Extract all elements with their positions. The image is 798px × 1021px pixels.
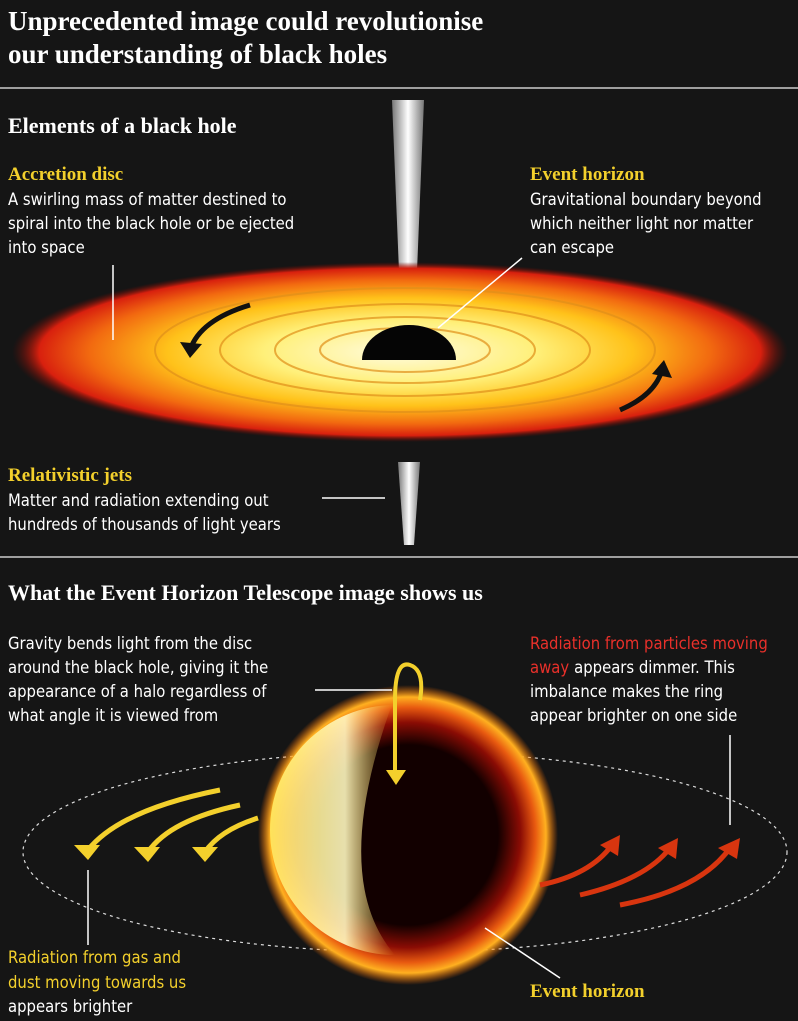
- text: Gravitational boundary beyond: [530, 190, 762, 209]
- text: Matter and radiation extending out: [8, 491, 269, 510]
- text: what angle it is viewed from: [8, 706, 218, 725]
- text: Gravity bends light from the disc: [8, 634, 252, 653]
- text: appears dimmer. This: [574, 658, 735, 677]
- section-heading: What the Event Horizon Telescope image s…: [8, 580, 483, 605]
- arrows-away: [540, 845, 730, 905]
- text: away: [530, 658, 569, 677]
- text: spiral into the black hole or be ejected: [8, 214, 294, 233]
- title: Unprecedented image could revolutionise: [8, 6, 483, 36]
- label: Event horizon: [530, 164, 645, 185]
- text: imbalance makes the ring: [530, 682, 723, 701]
- text: dust moving towards us: [8, 973, 186, 992]
- label: Relativistic jets: [8, 465, 132, 486]
- text: Radiation from particles moving: [530, 634, 768, 653]
- title: our understanding of black holes: [8, 39, 387, 69]
- text: away appears dimmer. This: [530, 658, 735, 677]
- label: Accretion disc: [8, 164, 123, 185]
- section-heading: Elements of a black hole: [8, 113, 237, 138]
- text: can escape: [530, 238, 614, 257]
- text: Radiation from gas and: [8, 948, 181, 967]
- arrows-towards: [88, 790, 258, 852]
- text: appears brighter: [8, 997, 133, 1016]
- text: appear brighter on one side: [530, 706, 737, 725]
- text: appearance of a halo regardless of: [8, 682, 267, 701]
- text: which neither light nor matter: [530, 214, 754, 233]
- arrowheads: [600, 835, 740, 859]
- label: Event horizon: [530, 981, 645, 1002]
- text: into space: [8, 238, 85, 257]
- jet: [398, 462, 420, 545]
- text: around the black hole, giving it the: [8, 658, 268, 677]
- infographic: Unprecedented image could revolutionise …: [0, 0, 798, 1021]
- text: hundreds of thousands of light years: [8, 515, 281, 534]
- text: A swirling mass of matter destined to: [8, 190, 286, 209]
- arrowheads: [74, 845, 218, 862]
